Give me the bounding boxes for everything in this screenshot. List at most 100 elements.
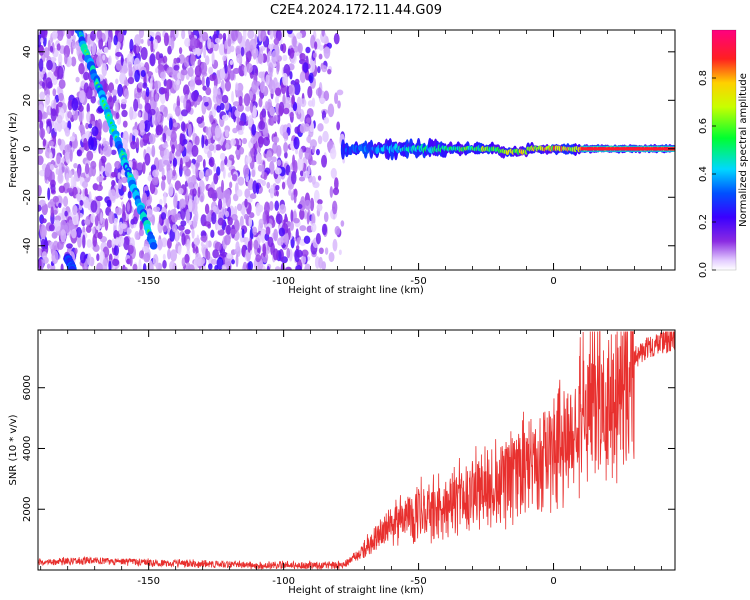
spectrogram-noise-cell <box>221 251 228 258</box>
spectrogram-noise-cell <box>61 157 65 163</box>
spectrogram-noise-cell <box>303 209 308 220</box>
spectrogram-noise-cell <box>240 46 245 57</box>
spectrogram-noise-cell <box>307 165 311 175</box>
spectrogram-noise-cell <box>326 140 333 150</box>
spectrogram-noise-cell <box>329 147 337 160</box>
spectrogram-noise-cell <box>222 55 227 62</box>
spectrogram-noise-cell <box>309 197 315 212</box>
spectrogram-noise-cell <box>205 170 209 182</box>
spectrogram-noise-cell <box>134 69 141 83</box>
spectrogram-noise-cell <box>289 112 294 118</box>
spectrogram-noise-cell <box>313 189 320 203</box>
spectrogram-noise-cell <box>149 77 153 90</box>
spectrogram-noise-cell <box>247 115 253 128</box>
spectrogram-noise-cell <box>260 229 266 244</box>
spectrogram-noise-cell <box>38 185 42 197</box>
spectrogram-noise-cell <box>46 59 53 71</box>
spectrogram-noise-cell <box>329 186 334 198</box>
spectrogram-noise-cell <box>161 167 165 177</box>
colorbar-label: Normalized spectral amplitude <box>738 73 749 227</box>
spectrogram-noise-cell <box>275 95 279 105</box>
spectrogram-noise-cell <box>297 43 303 54</box>
spectrogram-noise-cell <box>100 212 103 225</box>
spectrogram-noise-cell <box>269 200 274 211</box>
spectrogram-noise-cell <box>142 263 147 270</box>
spectrogram-noise-cell <box>140 46 148 61</box>
spectrogram-noise-cell <box>163 191 167 206</box>
spectrogram-noise-cell <box>184 253 190 264</box>
spectrogram-noise-cell <box>252 52 257 60</box>
spectrogram-noise-cell <box>291 94 295 105</box>
spectrogram-noise-cell <box>166 79 170 93</box>
spectrogram-noise-cell <box>58 185 66 194</box>
spectrogram-noise-cell <box>41 218 47 224</box>
spectrogram-noise-cell <box>257 53 264 64</box>
spectrogram-noise-cell <box>318 256 323 269</box>
snr-y-tick-label: 4000 <box>22 436 33 461</box>
spectrogram-noise-cell <box>146 208 153 218</box>
spectrogram-noise-cell <box>150 40 154 53</box>
spectrogram-noise-cell <box>50 183 56 194</box>
spectrogram-noise-cell <box>118 235 125 247</box>
spectrogram-noise-cell <box>162 132 167 143</box>
spectrogram-noise-cell <box>209 74 216 82</box>
spectrogram-noise-cell <box>185 262 191 270</box>
spectrogram-noise-cell <box>38 71 44 80</box>
spectrogram-noise-cell <box>166 162 171 174</box>
spectrogram-noise-cell <box>318 247 324 255</box>
spectrogram-noise-cell <box>245 105 251 112</box>
spectrogram-noise-cell <box>243 65 248 77</box>
spectrogram-noise-cell <box>50 206 54 218</box>
spectrogram-noise-cell <box>304 148 312 160</box>
spectrogram-noise-cell <box>170 208 177 216</box>
spectrogram-noise-cell <box>255 131 259 141</box>
spectrogram-noise-cell <box>61 207 67 221</box>
spectrogram-noise-cell <box>225 193 231 208</box>
spectrogram-noise-cell <box>123 266 128 270</box>
spectrogram-noise-cell <box>127 190 132 199</box>
spectrogram-noise-cell <box>94 215 99 227</box>
spectrogram-noise-cell <box>244 198 248 208</box>
spectrogram-noise-cell <box>330 167 337 179</box>
spectrogram-noise-cell <box>158 124 162 133</box>
snr-marks <box>38 331 675 570</box>
spectrogram-noise-cell <box>308 72 314 84</box>
spectrogram-noise-cell <box>245 155 252 164</box>
spectrogram-noise-cell <box>181 198 185 210</box>
spectrogram-noise-cell <box>92 234 97 247</box>
spectrogram-noise-cell <box>200 241 204 247</box>
spectrogram-noise-cell <box>155 51 161 61</box>
snr-x-tick-label: -50 <box>410 576 426 587</box>
spectrogram-noise-cell <box>292 217 300 224</box>
spectrogram-noise-cell <box>237 129 244 136</box>
spectrogram-noise-cell <box>306 136 312 143</box>
snr-x-tick-label: -150 <box>137 576 160 587</box>
spectrogram-noise-cell <box>224 63 228 74</box>
spectrogram-noise-cell <box>296 32 303 40</box>
spectrogram-noise-cell <box>121 109 128 118</box>
spectrogram-noise-cell <box>149 53 156 67</box>
spectrogram-noise-cell <box>300 98 307 108</box>
spectrogram-noise-cell <box>160 71 166 79</box>
spectrogram-noise-cell <box>236 53 242 64</box>
spectrogram-noise-cell <box>269 80 276 95</box>
spectrogram-noise-cell <box>286 247 291 259</box>
colorbar-tick-label: 0.2 <box>698 214 709 230</box>
spectrogram-x-tick-label: 0 <box>550 276 556 287</box>
spectrogram-noise-cell <box>229 45 235 53</box>
spectrogram-noise-cell <box>196 116 203 124</box>
spectrogram-noise-cell <box>163 78 168 87</box>
spectrogram-noise-cell <box>224 234 231 246</box>
spectrogram-noise-cell <box>180 69 188 76</box>
spectrogram-noise-cell <box>187 123 192 138</box>
spectrogram-noise-cell <box>79 200 84 206</box>
spectrogram-noise-cell <box>271 156 277 163</box>
spectrogram-noise-cell <box>38 109 43 123</box>
spectrogram-noise-cell <box>166 218 170 230</box>
spectrogram-noise-cell <box>145 87 150 98</box>
spectrogram-noise-cell <box>67 99 73 111</box>
colorbar-tick-label: 0.4 <box>698 166 709 182</box>
spectrogram-noise-cell <box>288 84 296 97</box>
spectrogram-noise-cell <box>290 171 297 185</box>
spectrogram-noise-cell <box>176 95 181 109</box>
